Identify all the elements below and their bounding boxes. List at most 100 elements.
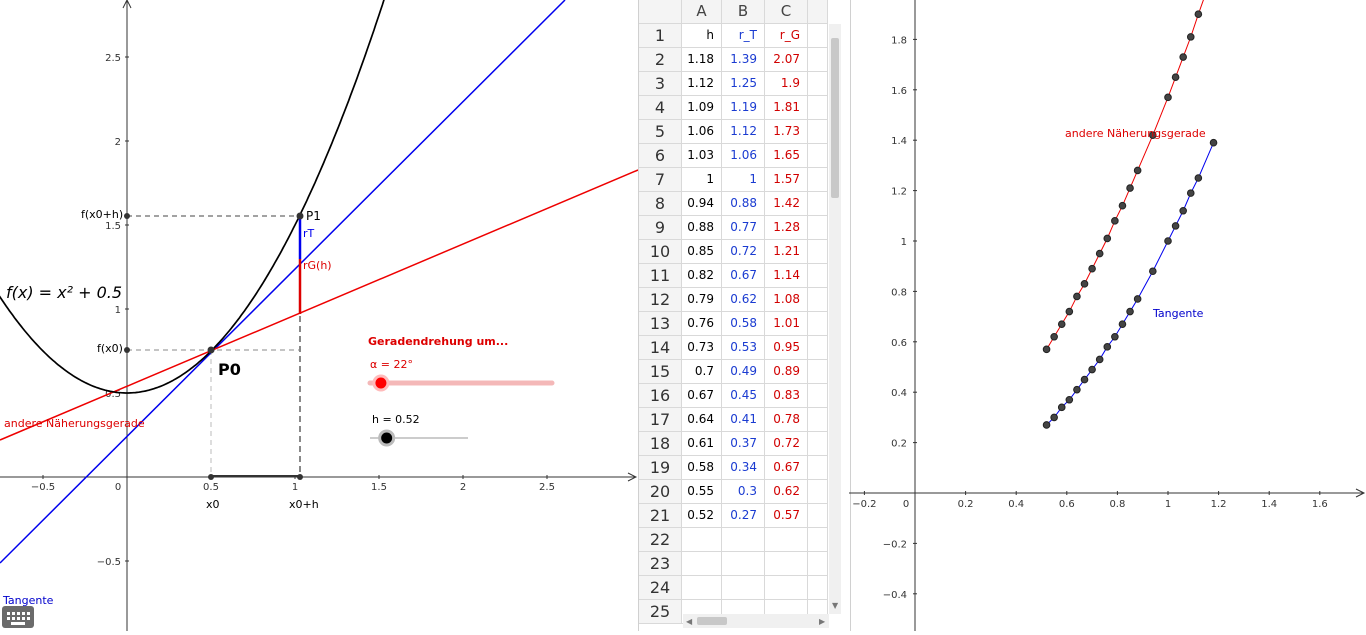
row-header-3[interactable]: 3: [639, 72, 682, 96]
cell-A20[interactable]: 0.55: [682, 480, 722, 504]
scroll-down-icon[interactable]: ▼: [832, 601, 839, 610]
cell-B5[interactable]: 1.12: [722, 120, 765, 144]
cell-B12[interactable]: 0.62: [722, 288, 765, 312]
cell-A10[interactable]: 0.85: [682, 240, 722, 264]
point-rT[interactable]: [1050, 413, 1058, 422]
point-rT[interactable]: [1088, 365, 1096, 374]
point-rG[interactable]: [1080, 280, 1089, 288]
point-rG[interactable]: [1111, 217, 1119, 225]
cell-C9[interactable]: 1.28: [765, 216, 808, 240]
cell-C3[interactable]: 1.9: [765, 72, 808, 96]
cell-A7[interactable]: 1: [682, 168, 722, 192]
cell-A15[interactable]: 0.7: [682, 360, 722, 384]
cell-A18[interactable]: 0.61: [682, 432, 722, 456]
cell-A9[interactable]: 0.88: [682, 216, 722, 240]
point-rT[interactable]: [1179, 206, 1187, 215]
row-header-17[interactable]: 17: [639, 408, 682, 432]
row-header-20[interactable]: 20: [639, 480, 682, 504]
point-rT[interactable]: [1103, 343, 1112, 351]
cell-A23[interactable]: [682, 552, 722, 576]
cell-C10[interactable]: 1.21: [765, 240, 808, 264]
row-header-16[interactable]: 16: [639, 384, 682, 408]
cell-B19[interactable]: 0.34: [722, 456, 765, 480]
cell-C17[interactable]: 0.78: [765, 408, 808, 432]
main-graph[interactable]: −0.5 0 0.5 1 1.5 2 2.5 2.5 2 1.5 1 0.5 −0.5 f(x) = …: [0, 0, 639, 631]
cell-B20[interactable]: 0.3: [722, 480, 765, 504]
point-rG[interactable]: [1179, 53, 1187, 61]
point-rG[interactable]: [1133, 166, 1142, 175]
cell-B21[interactable]: 0.27: [722, 504, 765, 528]
cell-B16[interactable]: 0.45: [722, 384, 765, 408]
point-rT[interactable]: [1133, 295, 1142, 303]
cell-B8[interactable]: 0.88: [722, 192, 765, 216]
point-rT[interactable]: [1065, 395, 1074, 404]
cell-B4[interactable]: 1.19: [722, 96, 765, 120]
cell-C7[interactable]: 1.57: [765, 168, 808, 192]
cell-C20[interactable]: 0.62: [765, 480, 808, 504]
point-rT[interactable]: [1149, 267, 1157, 276]
cell-B15[interactable]: 0.49: [722, 360, 765, 384]
cell-B10[interactable]: 0.72: [722, 240, 765, 264]
point-rT[interactable]: [1080, 375, 1089, 384]
point-rT[interactable]: [1111, 332, 1119, 341]
point-rG[interactable]: [1126, 184, 1134, 192]
cell-B11[interactable]: 0.67: [722, 264, 765, 288]
cell-C5[interactable]: 1.73: [765, 120, 808, 144]
cell-A3[interactable]: 1.12: [682, 72, 722, 96]
cell-B2[interactable]: 1.39: [722, 48, 765, 72]
cell-C22[interactable]: [765, 528, 808, 552]
cell-B24[interactable]: [722, 576, 765, 600]
row-header-6[interactable]: 6: [639, 144, 682, 168]
cell-A4[interactable]: 1.09: [682, 96, 722, 120]
cell-B13[interactable]: 0.58: [722, 312, 765, 336]
vertical-scroll-thumb[interactable]: [831, 38, 839, 198]
cell-A16[interactable]: 0.67: [682, 384, 722, 408]
keyboard-icon[interactable]: [2, 606, 34, 628]
cell-C18[interactable]: 0.72: [765, 432, 808, 456]
cell-A24[interactable]: [682, 576, 722, 600]
cell-B23[interactable]: [722, 552, 765, 576]
point-rT[interactable]: [1042, 421, 1051, 429]
point-rT[interactable]: [1186, 189, 1195, 197]
point-rG[interactable]: [1050, 332, 1058, 341]
row-header-11[interactable]: 11: [639, 264, 682, 288]
row-header-8[interactable]: 8: [639, 192, 682, 216]
point-rG[interactable]: [1171, 73, 1180, 81]
cell-A11[interactable]: 0.82: [682, 264, 722, 288]
row-header-7[interactable]: 7: [639, 168, 682, 192]
cell-A2[interactable]: 1.18: [682, 48, 722, 72]
cell-A17[interactable]: 0.64: [682, 408, 722, 432]
cell-C14[interactable]: 0.95: [765, 336, 808, 360]
row-header-19[interactable]: 19: [639, 456, 682, 480]
row-header-10[interactable]: 10: [639, 240, 682, 264]
cell-C11[interactable]: 1.14: [765, 264, 808, 288]
cell-C13[interactable]: 1.01: [765, 312, 808, 336]
point-rG[interactable]: [1149, 131, 1157, 139]
cell-A21[interactable]: 0.52: [682, 504, 722, 528]
cell-B22[interactable]: [722, 528, 765, 552]
spreadsheet-view[interactable]: A B C 1 h r_T r_G 2 1.18 1.39 2.07 3 1.12 1.25 1.9 4 1.0…: [638, 0, 851, 631]
cell-C16[interactable]: 0.83: [765, 384, 808, 408]
row-header-15[interactable]: 15: [639, 360, 682, 384]
cell-C21[interactable]: 0.57: [765, 504, 808, 528]
column-header-A[interactable]: A: [682, 0, 722, 24]
vertical-scrollbar[interactable]: [829, 24, 841, 614]
row-header-9[interactable]: 9: [639, 216, 682, 240]
point-rT[interactable]: [1194, 174, 1203, 182]
point-rG[interactable]: [1042, 345, 1051, 354]
cell-C12[interactable]: 1.08: [765, 288, 808, 312]
point-rT[interactable]: [1073, 385, 1081, 394]
cell-C8[interactable]: 1.42: [765, 192, 808, 216]
cell-A13[interactable]: 0.76: [682, 312, 722, 336]
cell-A1[interactable]: h: [682, 24, 722, 48]
row-header-24[interactable]: 24: [639, 576, 682, 600]
horizontal-scrollbar[interactable]: [683, 614, 829, 628]
cell-C4[interactable]: 1.81: [765, 96, 808, 120]
cell-C23[interactable]: [765, 552, 808, 576]
point-rT[interactable]: [1164, 237, 1172, 245]
point-rG[interactable]: [1186, 33, 1195, 41]
cell-B17[interactable]: 0.41: [722, 408, 765, 432]
point-rT[interactable]: [1095, 355, 1104, 364]
point-rT[interactable]: [1126, 307, 1134, 316]
point-rT[interactable]: [1057, 403, 1066, 412]
